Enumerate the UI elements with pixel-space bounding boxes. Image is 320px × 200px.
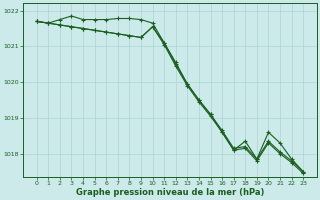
- X-axis label: Graphe pression niveau de la mer (hPa): Graphe pression niveau de la mer (hPa): [76, 188, 264, 197]
